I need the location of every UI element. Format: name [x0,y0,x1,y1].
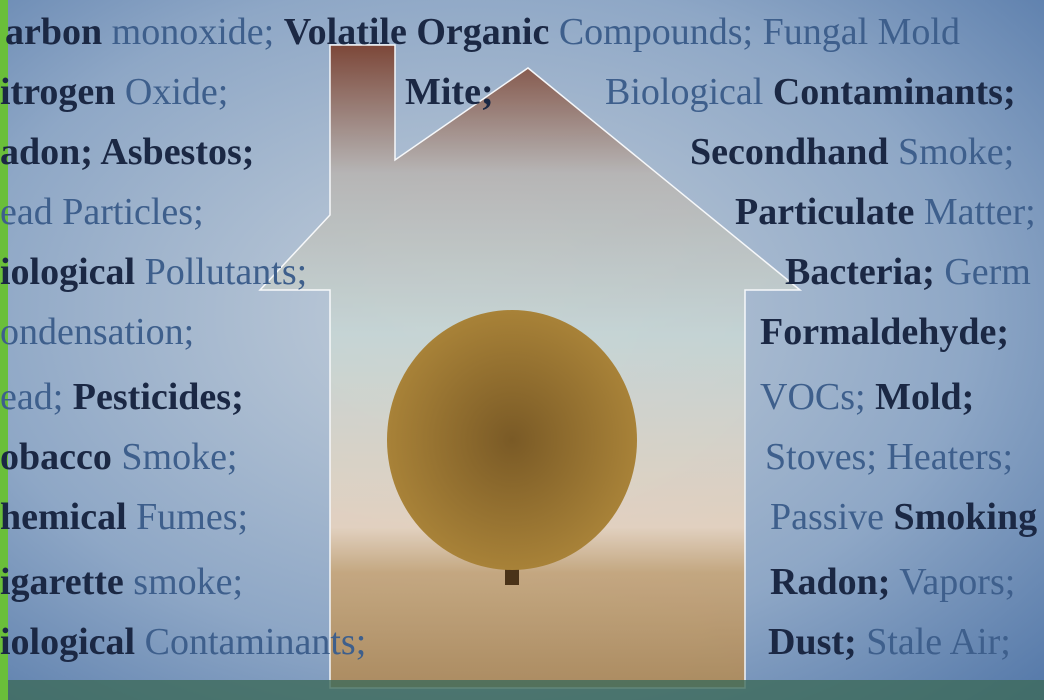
word: iological [0,621,135,663]
word: Compounds; Fungal Mold [549,11,960,53]
word: Fumes; [127,496,248,538]
word: Matter; [914,191,1035,233]
word: Passive [770,496,894,538]
word-line: iological Pollutants; [0,251,307,293]
word: Smoking [894,496,1038,538]
word-line: itrogen Oxide; [0,71,228,113]
word: VOCs; [760,376,875,418]
word: Germ [935,251,1031,293]
word: itrogen [0,71,115,113]
grass-strip [0,680,1044,700]
word-line: igarette smoke; [0,561,243,603]
word: Particulate [735,191,914,233]
word: Contaminants; [773,71,1016,113]
word-line: Passive Smoking [770,496,1037,538]
word-line: adon; Asbestos; [0,131,254,173]
word: Stoves; Heaters; [765,436,1013,478]
word-line: Biological Contaminants; [605,71,1016,113]
word: smoke; [124,561,243,603]
word: Formaldehyde; [760,311,1009,353]
word-line: Dust; Stale Air; [768,621,1011,663]
word: Mite; [405,71,494,113]
word: Biological [605,71,773,113]
word: Bacteria; [785,251,935,293]
word: Volatile Organic [284,11,550,53]
word: obacco [0,436,112,478]
word: iological [0,251,135,293]
word: Smoke; [112,436,238,478]
word: Radon; [770,561,890,603]
word-line: Mite; [405,71,494,113]
word: Secondhand [690,131,889,173]
word-line: Formaldehyde; [760,311,1009,353]
word: ead Particles; [0,191,204,233]
word: adon; Asbestos; [0,131,254,173]
word-line: hemical Fumes; [0,496,248,538]
word: hemical [0,496,127,538]
word-line: Bacteria; Germ [785,251,1031,293]
word: monoxide; [102,11,284,53]
word-line: ead; Pesticides; [0,376,244,418]
word: Stale Air; [857,621,1011,663]
page: {"lines": [ {"segments": [{"text": "arbo… [0,0,1044,700]
word: Vapors; [890,561,1015,603]
word: Contaminants; [135,621,366,663]
word: ead; [0,376,73,418]
word-line: ead Particles; [0,191,204,233]
word-line: Secondhand Smoke; [690,131,1014,173]
word-line: Radon; Vapors; [770,561,1015,603]
word: Pesticides; [73,376,244,418]
word: igarette [0,561,124,603]
tree-crown [387,310,637,570]
word-line: obacco Smoke; [0,436,238,478]
word: ondensation; [0,311,194,353]
word: Mold; [875,376,974,418]
word: Dust; [768,621,857,663]
image: arbon monoxide; Volatile Organic Compoun… [0,0,1044,700]
word-line: Particulate Matter; [735,191,1036,233]
word-line: Stoves; Heaters; [765,436,1013,478]
word: Pollutants; [135,251,307,293]
word: arbon [5,11,102,53]
word-line: iological Contaminants; [0,621,366,663]
word-line: arbon monoxide; Volatile Organic Compoun… [5,11,960,53]
word: Smoke; [889,131,1015,173]
word-line: VOCs; Mold; [760,376,974,418]
word-line: ondensation; [0,311,194,353]
word: Oxide; [115,71,228,113]
